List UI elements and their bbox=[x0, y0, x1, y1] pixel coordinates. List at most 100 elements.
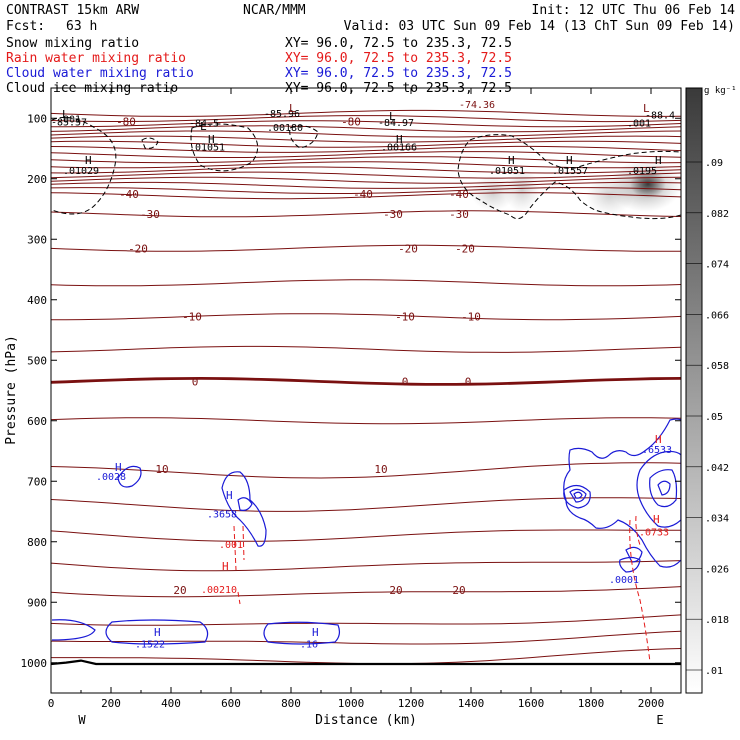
low-marker: L bbox=[62, 108, 69, 121]
high-marker: H bbox=[85, 154, 92, 167]
rain-contour bbox=[629, 519, 651, 663]
isotherm-line bbox=[51, 192, 681, 200]
high-marker: H bbox=[655, 433, 662, 446]
cloud-water-contour bbox=[105, 619, 209, 645]
header-title: CONTRAST 15km ARW bbox=[6, 3, 139, 18]
ice-contour bbox=[457, 134, 681, 220]
x-tick-label: 600 bbox=[221, 697, 241, 710]
y-tick-label: 300 bbox=[27, 233, 47, 246]
isotherm-label: 10 bbox=[155, 463, 168, 476]
y-tick-label: 600 bbox=[27, 415, 47, 428]
isotherm-line bbox=[51, 244, 681, 252]
annotations: -74.36-85.57 -84.5-85.96-84.97-88.4.001.0… bbox=[51, 100, 675, 651]
isotherm-line bbox=[51, 614, 681, 626]
y-tick-label: 400 bbox=[27, 294, 47, 307]
isotherm-label: -40 bbox=[353, 188, 373, 201]
cloud-ice-contours bbox=[51, 116, 681, 220]
isotherm-label: 0 bbox=[402, 375, 409, 388]
isotherm-line bbox=[51, 560, 681, 572]
isotherm-line bbox=[51, 462, 681, 479]
isotherm-label: 20 bbox=[173, 584, 186, 597]
high-marker: H bbox=[226, 489, 233, 502]
isotherm-label: 10 bbox=[374, 463, 387, 476]
value-annotation: .3658 bbox=[207, 510, 237, 521]
value-annotation: .16 bbox=[300, 640, 318, 651]
isotherm-label: -10 bbox=[461, 311, 481, 324]
isotherm-line bbox=[51, 140, 681, 148]
snow-shading bbox=[471, 160, 681, 215]
value-annotation: .01051 bbox=[489, 166, 525, 177]
header-fcst-value: 63 h bbox=[66, 19, 97, 34]
isotherm-label: -40 bbox=[449, 188, 469, 201]
isotherm-label: -30 bbox=[449, 208, 469, 221]
isotherm-line bbox=[51, 630, 681, 645]
cloud-water-contour bbox=[573, 491, 583, 499]
isotherm-label: -30 bbox=[383, 208, 403, 221]
isotherm-line bbox=[51, 529, 681, 542]
x-tick-label: 1200 bbox=[398, 697, 425, 710]
value-annotation: -74.36 bbox=[459, 100, 495, 111]
y-tick-label: 1000 bbox=[21, 657, 48, 670]
high-marker: H bbox=[655, 154, 662, 167]
low-marker: L bbox=[643, 102, 650, 115]
x-tick-label: 1000 bbox=[338, 697, 365, 710]
cloud-water-contour bbox=[657, 480, 671, 496]
header-init: Init: 12 UTC Thu 06 Feb 14 bbox=[532, 3, 736, 18]
cloud-water-contours bbox=[51, 418, 681, 645]
ice-contour bbox=[141, 137, 159, 149]
isotherm-line bbox=[51, 176, 681, 184]
y-tick-label: 900 bbox=[27, 596, 47, 609]
value-annotation: .0001 bbox=[609, 575, 639, 586]
isotherm-line bbox=[51, 586, 681, 598]
rain-contour bbox=[635, 515, 641, 546]
high-low-markers: L L L L L H H H H H H H H H H H H H bbox=[62, 102, 662, 639]
ice-contour bbox=[289, 125, 319, 149]
y-axis-label: Pressure (hPa) bbox=[4, 335, 19, 445]
cloud-water-contour bbox=[117, 465, 142, 488]
isotherm-line bbox=[51, 125, 681, 133]
y-tick-label: 700 bbox=[27, 475, 47, 488]
low-marker: L bbox=[289, 102, 296, 115]
isotherm-label: 0 bbox=[192, 375, 199, 388]
x-tick-label: 200 bbox=[101, 697, 121, 710]
colorbar-level: .01 bbox=[705, 666, 723, 677]
legend-snow-xy: XY= 96.0, 72.5 to 235.3, 72.5 bbox=[285, 36, 512, 51]
value-annotation: .001 bbox=[219, 540, 243, 551]
x-tick-label: 400 bbox=[161, 697, 181, 710]
snow-shade-blob bbox=[630, 170, 666, 198]
colorbar-level: .074 bbox=[705, 260, 729, 271]
colorbar-level: .05 bbox=[705, 412, 723, 423]
cloud-water-contour bbox=[569, 488, 587, 503]
rain-contour bbox=[237, 591, 241, 605]
isotherm-line bbox=[51, 135, 681, 143]
isotherm-label: -10 bbox=[182, 311, 202, 324]
high-marker: H bbox=[208, 133, 215, 146]
y-tick-label: 100 bbox=[27, 112, 47, 125]
cloud-water-contour bbox=[563, 418, 681, 568]
east-label: E bbox=[656, 713, 663, 727]
isotherm-label: -40 bbox=[119, 188, 139, 201]
isotherm-line bbox=[51, 417, 681, 425]
x-tick-label: 1600 bbox=[518, 697, 545, 710]
value-annotation: .0195 bbox=[627, 166, 657, 177]
colorbar-level: .09 bbox=[705, 158, 723, 169]
isotherm-line bbox=[51, 115, 681, 123]
high-marker: H bbox=[566, 154, 573, 167]
isotherm-line bbox=[51, 187, 681, 194]
value-annotation: .0733 bbox=[639, 528, 669, 539]
isotherm-line bbox=[51, 151, 681, 158]
high-marker: H bbox=[653, 513, 660, 526]
value-annotation: .001 bbox=[627, 119, 651, 130]
plot-frame bbox=[50, 87, 682, 694]
colorbar-gradient bbox=[685, 87, 703, 694]
isotherm-line bbox=[51, 279, 681, 287]
west-label: W bbox=[78, 713, 86, 727]
cloud-water-contour bbox=[625, 546, 643, 563]
colorbar-unit: g kg⁻¹ bbox=[704, 86, 737, 96]
colorbar-level: .042 bbox=[705, 463, 729, 474]
x-tick-label: 2000 bbox=[638, 697, 665, 710]
header-valid: Valid: 03 UTC Sun 09 Feb 14 (13 ChT Sun … bbox=[344, 19, 735, 34]
value-annotation: .0028 bbox=[96, 472, 126, 483]
isotherm-label: -30 bbox=[140, 208, 160, 221]
low-marker: L bbox=[389, 110, 396, 123]
